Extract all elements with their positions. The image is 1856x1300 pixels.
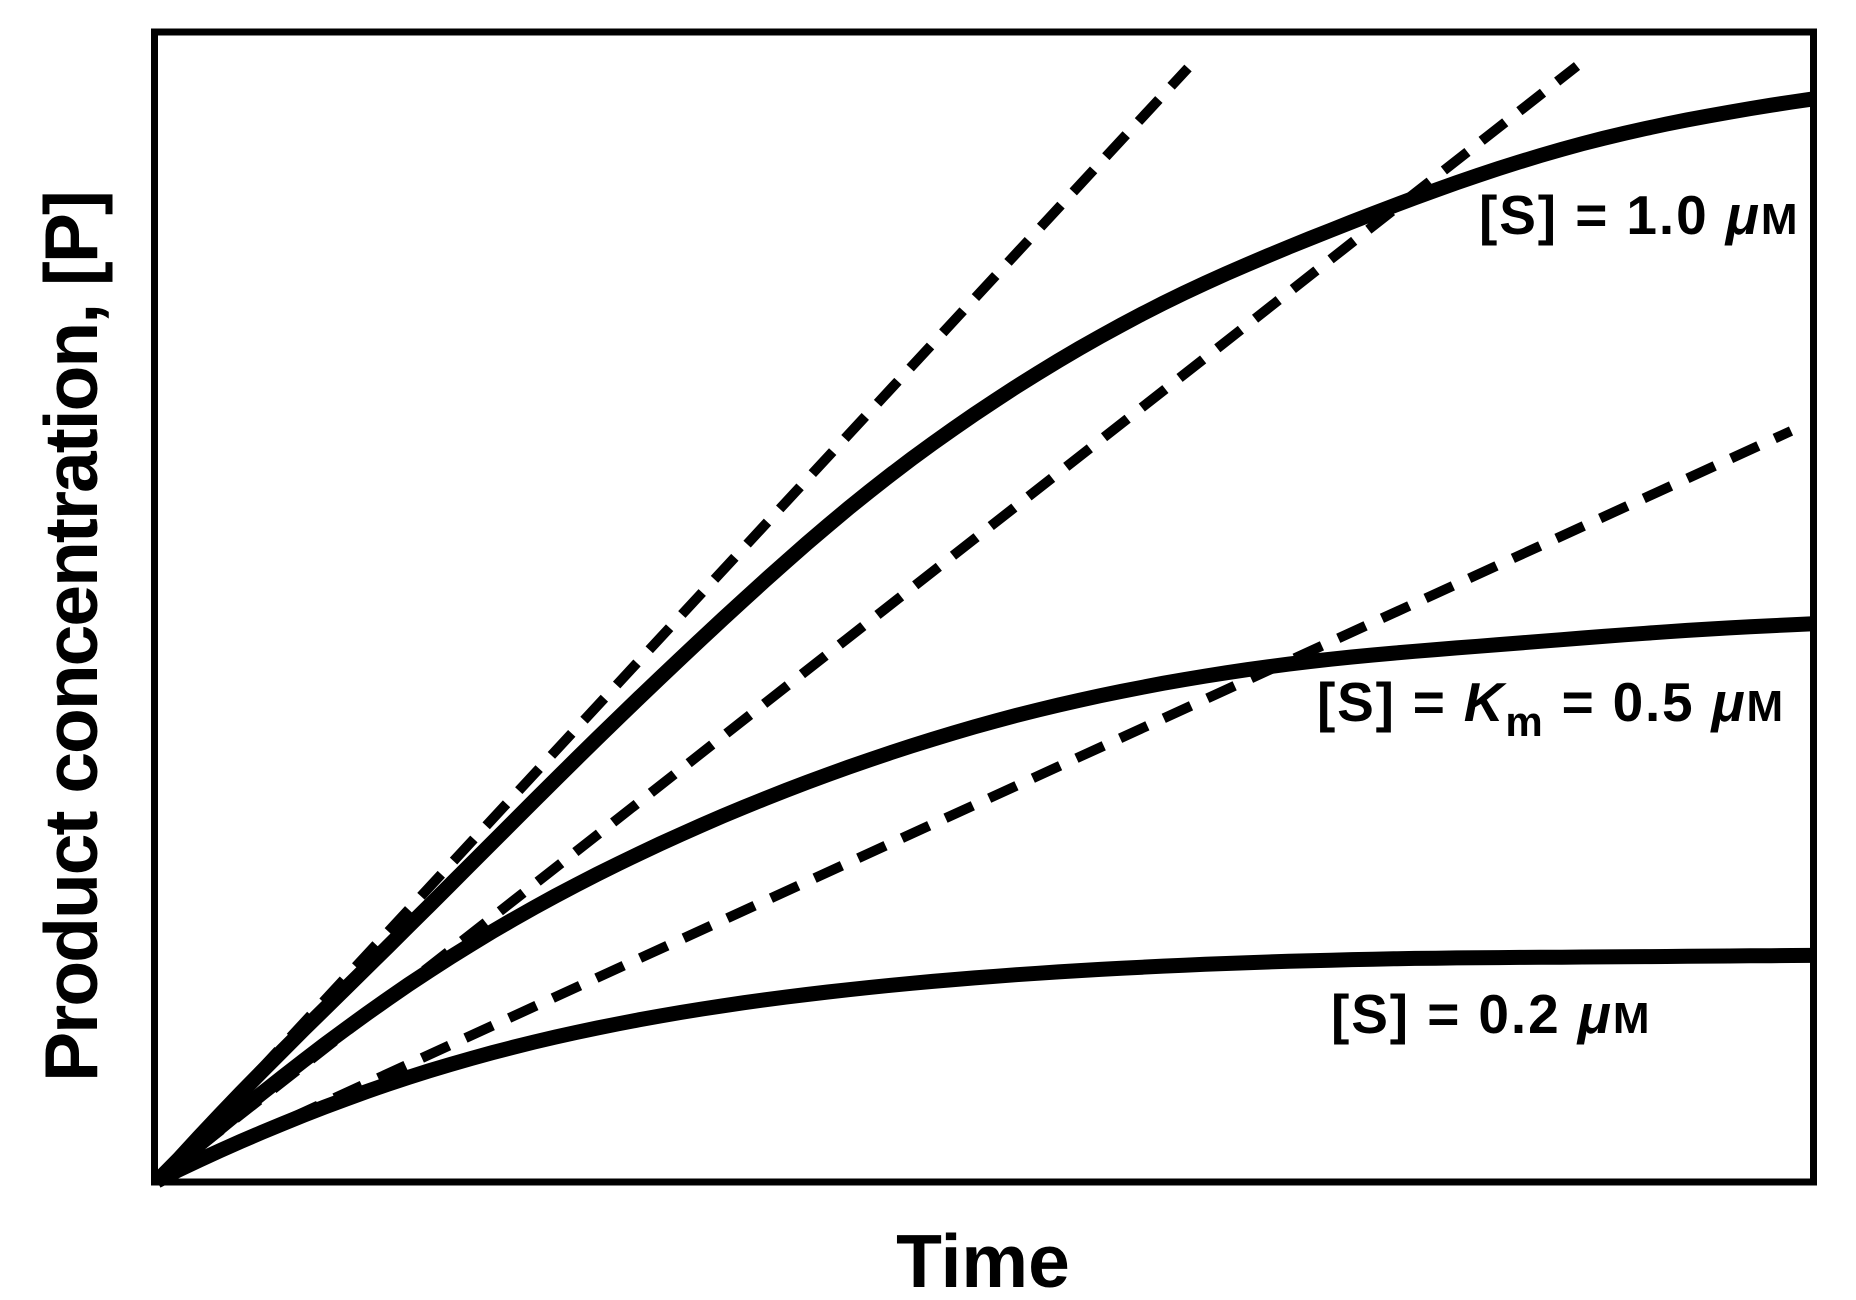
svg-text:[S] = Km = 0.5 μM: [S] = Km = 0.5 μM <box>1317 671 1785 745</box>
svg-text:[S] = 0.2 μM: [S] = 0.2 μM <box>1331 983 1651 1045</box>
svg-text:[S] = 1.0 μM: [S] = 1.0 μM <box>1479 184 1799 246</box>
svg-text:Time: Time <box>896 1219 1070 1300</box>
svg-text:Product concentration, [P]: Product concentration, [P] <box>29 192 113 1082</box>
